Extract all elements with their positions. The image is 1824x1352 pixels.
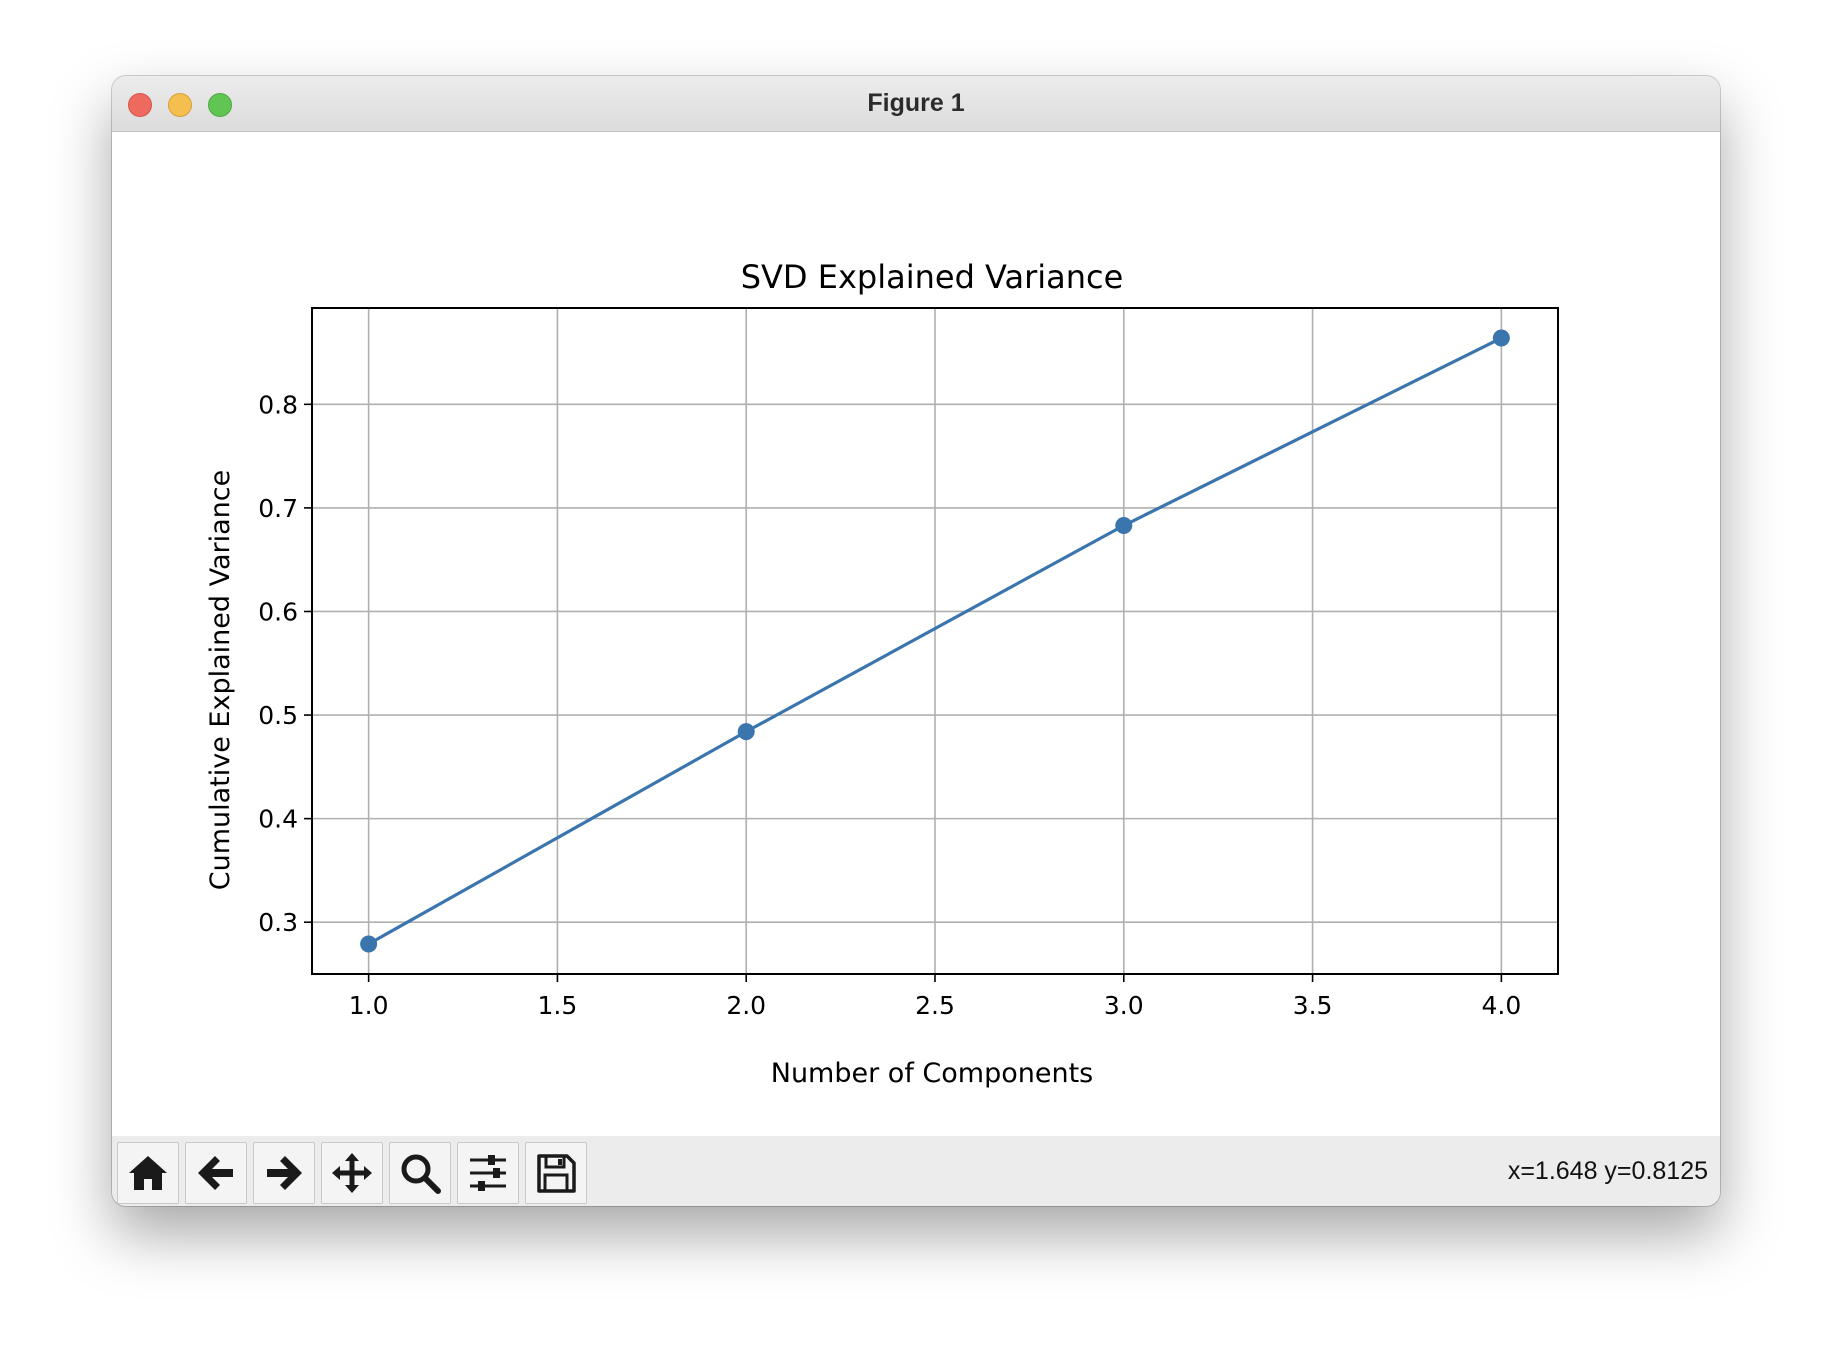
y-tick-label: 0.7: [258, 494, 298, 523]
y-tick-label: 0.8: [258, 390, 298, 419]
y-tick-label: 0.5: [258, 701, 298, 730]
y-tick-label: 0.6: [258, 597, 298, 626]
grid: [312, 308, 1558, 974]
navigation-toolbar: x=1.648 y=0.8125: [112, 1136, 1720, 1206]
save-button[interactable]: [525, 1142, 587, 1204]
data-point: [360, 935, 378, 953]
minimize-button[interactable]: [168, 93, 192, 117]
x-axis-label: Number of Components: [771, 1058, 1093, 1089]
title-bar[interactable]: Figure 1: [112, 76, 1720, 132]
axis-ticks: 1.0 1.5 2.0 2.5 3.0 3.5 4.0 0.3 0.4 0.5 0.6 0.7 0.8: [258, 390, 1521, 1020]
series-layer: [360, 329, 1510, 953]
data-point: [1115, 517, 1133, 535]
data-point: [1492, 329, 1510, 347]
line-chart[interactable]: SVD Explained Variance 1.0 1.5 2.0 2.5 3.0 3.…: [112, 132, 1720, 1132]
sliders-icon: [470, 1155, 506, 1191]
cursor-coordinates: x=1.648 y=0.8125: [1507, 1157, 1708, 1185]
x-tick-label: 4.0: [1481, 991, 1521, 1020]
close-button[interactable]: [128, 93, 152, 117]
move-icon: [332, 1153, 372, 1193]
y-tick-label: 0.4: [258, 805, 298, 834]
forward-button[interactable]: [253, 1142, 315, 1204]
maximize-button[interactable]: [208, 93, 232, 117]
zoom-button[interactable]: [389, 1142, 451, 1204]
data-point: [737, 723, 755, 741]
x-tick-label: 3.5: [1293, 991, 1333, 1020]
y-axis-label: Cumulative Explained Variance: [205, 470, 236, 891]
floppy-disk-icon: [537, 1154, 576, 1193]
home-button[interactable]: [117, 1142, 179, 1204]
x-tick-label: 1.5: [538, 991, 578, 1020]
back-button[interactable]: [185, 1142, 247, 1204]
arrow-left-icon: [198, 1156, 233, 1190]
y-tick-label: 0.3: [258, 908, 298, 937]
series-line: [367, 336, 1503, 946]
configure-subplots-button[interactable]: [457, 1142, 519, 1204]
window-title: Figure 1: [867, 89, 965, 117]
figure-window: Figure 1 SVD Explained Variance 1.0 1.5 2.…: [112, 76, 1720, 1206]
x-tick-label: 1.0: [349, 991, 389, 1020]
x-tick-label: 3.0: [1104, 991, 1144, 1020]
pan-button[interactable]: [321, 1142, 383, 1204]
arrow-right-icon: [267, 1156, 302, 1190]
home-icon: [129, 1156, 167, 1190]
x-tick-label: 2.5: [915, 991, 955, 1020]
x-tick-label: 2.0: [726, 991, 766, 1020]
figure-canvas[interactable]: SVD Explained Variance 1.0 1.5 2.0 2.5 3.0 3.…: [112, 132, 1720, 1132]
chart-title: SVD Explained Variance: [741, 258, 1124, 296]
magnifier-icon: [401, 1154, 441, 1194]
